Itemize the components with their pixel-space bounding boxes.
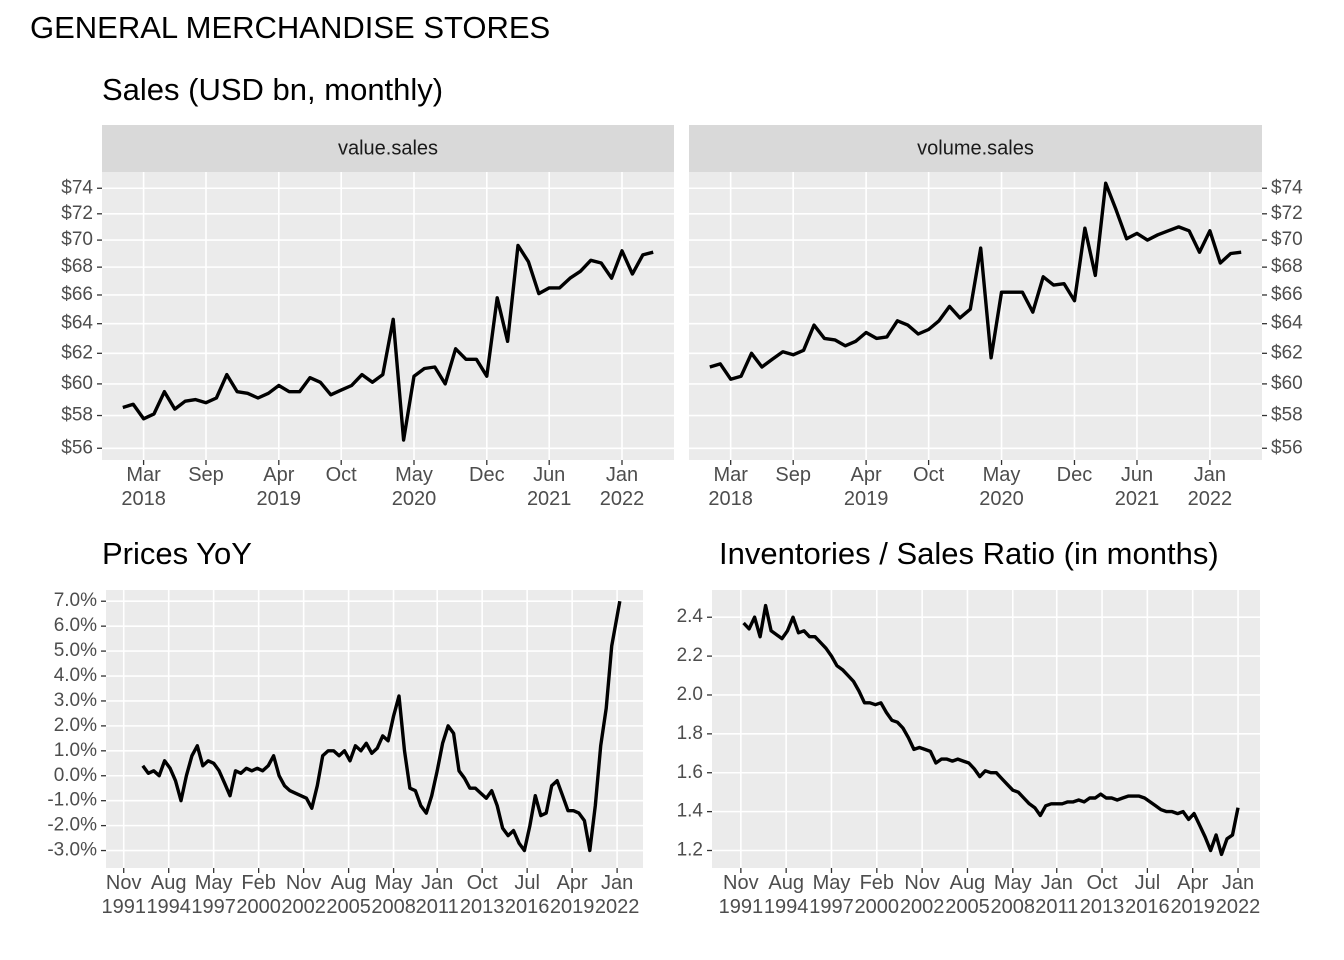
y-tick-label: $58 (1271, 405, 1303, 426)
x-tick-label: Dec (469, 464, 505, 486)
x-tick-label: May 1997 (191, 872, 236, 918)
y-tick-label: $56 (61, 437, 93, 458)
y-tick-label: 0.0% (54, 765, 97, 786)
x-tick-label: Aug 1994 (146, 872, 191, 918)
y-tick-label: $64 (61, 313, 93, 334)
x-tick-label: Dec (1056, 464, 1093, 486)
x-tick-label: Nov 2002 (281, 872, 326, 918)
chart-title: Sales (USD bn, monthly) (102, 72, 443, 107)
x-tick-label: May 1997 (809, 872, 854, 918)
x-tick-label: May 2008 (990, 872, 1036, 918)
line (742, 603, 1240, 857)
y-tick-label: 2.0 (677, 684, 703, 705)
y-tick-label: $62 (1271, 342, 1303, 363)
line (709, 181, 1242, 381)
y-tick-label: 2.4 (677, 606, 704, 627)
y-tick-label: 1.2 (677, 840, 703, 861)
x-tick-label: Oct 2013 (459, 872, 505, 918)
x-tick-label: Feb 2000 (236, 872, 281, 918)
panel-background (712, 590, 1260, 868)
line (122, 243, 654, 442)
x-tick-label: Jan 2011 (1035, 872, 1079, 918)
x-tick-label: Jul 2016 (504, 872, 550, 918)
line (141, 600, 622, 853)
y-tick-label: $56 (1271, 437, 1303, 458)
x-tick-label: Jun 2021 (1114, 464, 1160, 510)
y-tick-label: 2.2 (677, 645, 703, 666)
x-tick-label: Jan 2022 (594, 872, 640, 918)
y-tick-label: 2.0% (54, 715, 97, 736)
y-tick-label: 1.0% (54, 740, 97, 761)
y-tick-label: 6.0% (54, 615, 97, 636)
x-tick-label: Nov 1991 (101, 872, 146, 918)
x-tick-label: May 2008 (371, 872, 416, 918)
y-tick-label: 1.6 (677, 762, 703, 783)
x-tick-label: Jan 2022 (1215, 872, 1261, 918)
y-tick-label: -3.0% (47, 840, 97, 861)
y-tick-label: $72 (1271, 203, 1303, 224)
x-tick-label: Oct (913, 464, 945, 486)
y-tick-label: $74 (61, 177, 93, 198)
x-tick-label: Nov 2002 (899, 872, 945, 918)
y-tick-label: $68 (61, 256, 93, 277)
x-tick-label: May 2020 (391, 464, 437, 510)
x-tick-label: Jul 2016 (1125, 872, 1170, 918)
x-tick-label: Oct 2013 (1079, 872, 1125, 918)
page-title: GENERAL MERCHANDISE STORES (30, 10, 550, 45)
x-tick-label: Apr 2019 (843, 464, 889, 510)
x-tick-label: Jan 2022 (1187, 464, 1233, 510)
panel-background (102, 172, 674, 460)
y-tick-label: 1.4 (677, 801, 704, 822)
x-tick-label: Nov 1991 (718, 872, 764, 918)
y-tick-label: $74 (1271, 177, 1303, 198)
x-tick-label: Mar 2018 (708, 464, 753, 510)
panel-background (106, 590, 643, 868)
y-tick-label: $64 (1271, 313, 1303, 334)
strip-label: value.sales (338, 137, 438, 159)
y-tick-label: $66 (61, 284, 93, 305)
y-tick-label: $70 (61, 229, 93, 250)
x-tick-label: Sep (775, 464, 811, 486)
y-tick-label: 3.0% (54, 690, 97, 711)
y-tick-label: $60 (61, 373, 93, 394)
y-tick-label: 4.0% (54, 665, 97, 686)
x-tick-label: May 2020 (979, 464, 1024, 510)
y-tick-label: $60 (1271, 373, 1303, 394)
y-tick-label: 7.0% (54, 590, 97, 611)
strip-label: volume.sales (917, 137, 1034, 159)
x-tick-label: Mar 2018 (121, 464, 166, 510)
x-tick-label: Jan 2022 (599, 464, 645, 510)
x-tick-label: Apr 2019 (549, 872, 595, 918)
y-tick-label: $62 (61, 342, 93, 363)
panel-background (689, 172, 1262, 460)
y-tick-label: 1.8 (677, 723, 703, 744)
x-tick-label: Jan 2011 (415, 872, 459, 918)
y-tick-label: $70 (1271, 229, 1303, 250)
y-tick-label: 5.0% (54, 640, 97, 661)
y-tick-label: $58 (61, 405, 93, 426)
x-tick-label: Feb 2000 (854, 872, 900, 918)
strip (689, 125, 1262, 172)
y-tick-label: $66 (1271, 284, 1303, 305)
x-tick-label: Oct (325, 464, 357, 486)
chart-title: Prices YoY (102, 536, 252, 571)
y-tick-label: $72 (61, 203, 93, 224)
strip (102, 125, 674, 172)
y-tick-label: $68 (1271, 256, 1303, 277)
x-tick-label: Aug 1994 (763, 872, 809, 918)
x-tick-label: Apr 2019 (256, 464, 302, 510)
x-tick-label: Apr 2019 (1170, 872, 1215, 918)
chart-title: Inventories / Sales Ratio (in months) (719, 536, 1219, 571)
x-tick-label: Aug 2005 (326, 872, 371, 918)
x-tick-label: Aug 2005 (945, 872, 990, 918)
y-tick-label: -1.0% (47, 790, 97, 811)
x-tick-label: Sep (188, 464, 224, 486)
x-tick-label: Jun 2021 (526, 464, 572, 510)
y-tick-label: -2.0% (47, 815, 97, 836)
